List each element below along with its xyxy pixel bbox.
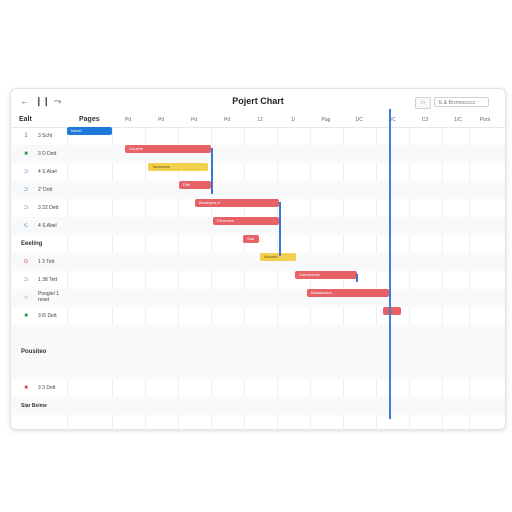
gantt-bar[interactable]: Atosate [260, 253, 296, 261]
group-label: Pousiteo [21, 349, 47, 355]
task-type-icon: ■ [24, 385, 28, 391]
back-arrow-icon[interactable]: ← [20, 96, 29, 106]
task-label: Poogiel 1 reset [38, 291, 59, 303]
task-label: 1 38 Tett [38, 277, 58, 283]
gantt-bar[interactable]: Etal [179, 181, 211, 189]
task-label: 3 3 Dett [38, 385, 56, 391]
pages-column-header: Pages [79, 116, 100, 123]
task-type-icon: ⊃ [23, 169, 29, 175]
task-row[interactable]: ⊙ 1 3 Tett Atosate [11, 253, 505, 271]
grid-line [376, 127, 377, 429]
task-row[interactable]: ○ Poogiel 1 reset Bosstoasce [11, 289, 505, 307]
task-type-icon: ■ [24, 313, 28, 319]
task-label: 4 S Abel [38, 169, 57, 175]
task-row[interactable]: ⊃ 1 38 Tett Catosssose [11, 271, 505, 289]
grid-line [112, 127, 113, 429]
gantt-bar[interactable]: Bosstoasce [307, 289, 389, 297]
gantt-bar[interactable]: Nonel [67, 127, 112, 135]
task-label: 4 S Abel [38, 223, 57, 229]
task-label: 1 3 Tett [38, 259, 55, 265]
task-label: 3 Scht [38, 133, 53, 139]
task-label: 3 i5 Dett [38, 313, 57, 319]
group-row[interactable]: Siar Beime [11, 397, 505, 415]
gantt-bar[interactable]: Catosssose [295, 271, 357, 279]
task-label: 3 D Dett [38, 151, 57, 157]
gantt-bar[interactable]: Feronsee [213, 217, 279, 225]
gantt-bar[interactable]: Sab [243, 235, 259, 243]
task-row[interactable]: 1 3 Scht Nonel [11, 127, 505, 145]
task-row[interactable]: ■ 3 i5 Dett [11, 307, 505, 325]
gantt-window: ← ❙❙ ⤳ Pojert Chart □ E.& Brcmoccccc Eal… [10, 88, 506, 430]
task-type-icon: ⊂ [23, 223, 29, 229]
group-label: Siar Beime [21, 403, 47, 409]
group-row[interactable]: Pousiteo [11, 325, 505, 379]
task-type-icon: ⊃ [23, 277, 29, 283]
task-row[interactable]: ⊃ 3 32 Dett Besacpas d [11, 199, 505, 217]
task-label: 2' Dott [38, 187, 53, 193]
grid-line [409, 127, 410, 429]
timeline-column-header: Pd [157, 117, 165, 123]
timeline-column-header: Poot [479, 117, 491, 123]
grid-line [145, 127, 146, 429]
timeline-column-header: C3 [421, 117, 429, 123]
task-label: 3 32 Dett [38, 205, 59, 211]
grid-line [211, 127, 212, 429]
grid-line [178, 127, 179, 429]
timeline-column-header: 12 [257, 117, 263, 123]
title-bar: ← ❙❙ ⤳ Pojert Chart □ E.& Brcmoccccc [11, 89, 505, 113]
task-row[interactable]: ■ 3 D Dett Gouche [11, 145, 505, 163]
task-type-icon: ⊙ [23, 259, 29, 265]
grid-line [442, 127, 443, 429]
gantt-bar[interactable]: Besacpas d [195, 199, 279, 207]
dependency-connector [211, 148, 213, 194]
share-icon[interactable]: ⤳ [54, 96, 62, 106]
window-title: Pojert Chart [232, 96, 284, 106]
search-input[interactable]: E.& Brcmoccccc [434, 97, 489, 107]
timeline-column-header: 1/C [355, 117, 363, 123]
task-type-icon: ⊃ [23, 187, 29, 193]
name-column-header: Ealt [19, 116, 32, 123]
dependency-connector [279, 202, 281, 256]
task-row[interactable]: ⊃ 2' Dott Etal [11, 181, 505, 199]
task-row[interactable]: ⊂ 4 S Abel Feronsee [11, 217, 505, 235]
gantt-bar[interactable] [383, 307, 401, 315]
gantt-bar[interactable]: Taoseatse [148, 163, 208, 171]
timeline-column-header: Pag [321, 117, 331, 123]
timeline-column-header: 1/C [388, 117, 396, 123]
today-marker-line[interactable] [389, 109, 391, 419]
grid-line [67, 127, 68, 429]
task-type-icon: 1 [24, 133, 28, 139]
timeline-column-header: Pd [124, 117, 132, 123]
pause-icon[interactable]: ❙❙ [35, 96, 51, 106]
grid-line [244, 127, 245, 429]
timeline-header: Ealt Pages Pd Pd Pd Pd 12 1/ Pag 1/C 1/C… [11, 113, 505, 128]
task-type-icon: ■ [24, 151, 28, 157]
grid-line [277, 127, 278, 429]
group-row[interactable]: Eeeling Sab [11, 235, 505, 253]
grid-line [469, 127, 470, 429]
group-label: Eeeling [21, 241, 43, 247]
timeline-column-header: Pd [190, 117, 198, 123]
dependency-connector [356, 274, 358, 282]
task-row[interactable]: ■ 3 3 Dett [11, 379, 505, 397]
timeline-column-header: 1/ [290, 117, 296, 123]
task-type-icon: ⊃ [23, 205, 29, 211]
task-row[interactable]: ⊃ 4 S Abel Taoseatse [11, 163, 505, 181]
task-type-icon: ○ [24, 295, 28, 301]
timeline-column-header: Pd [223, 117, 231, 123]
gantt-bar[interactable]: Gouche [125, 145, 211, 153]
view-toggle-button[interactable]: □ [415, 97, 431, 109]
timeline-column-header: 1/C [454, 117, 462, 123]
